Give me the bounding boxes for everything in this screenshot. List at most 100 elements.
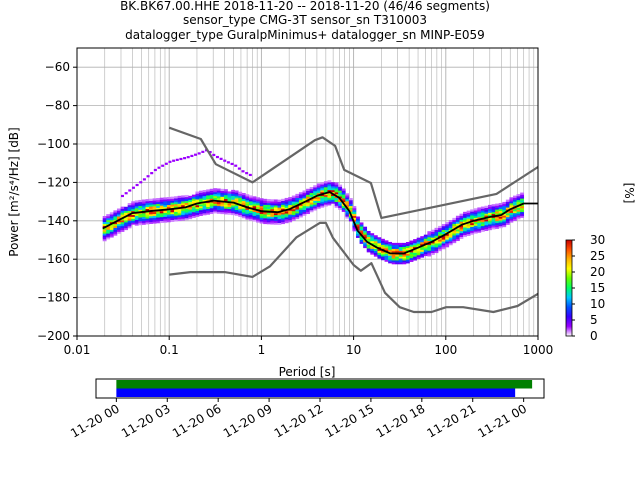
- heatmap-cell: [149, 206, 153, 209]
- heatmap-cell: [270, 212, 275, 215]
- heatmap-cell: [402, 254, 407, 257]
- heatmap-cell: [199, 194, 203, 197]
- heatmap-cell: [152, 202, 157, 205]
- heatmap-cell: [366, 234, 371, 238]
- heatmap-cell: [413, 258, 417, 261]
- heatmap-cell: [273, 222, 278, 225]
- heatmap-cell: [388, 245, 393, 248]
- heatmap-cell: [124, 216, 128, 219]
- timeline-tick-label: 11-20 18: [374, 401, 428, 440]
- heatmap-cell: [209, 206, 214, 209]
- heatmap-cell: [288, 197, 293, 200]
- heatmap-cell: [388, 243, 393, 247]
- heatmap-cell: [420, 253, 425, 256]
- heatmap-cell: [316, 187, 321, 190]
- heatmap-cell: [334, 197, 339, 201]
- heatmap-cell: [495, 217, 500, 220]
- heatmap-cell: [161, 164, 165, 167]
- heatmap-cell: [188, 199, 193, 202]
- heatmap-cell: [120, 225, 125, 229]
- heatmap-cell: [131, 216, 136, 219]
- heatmap-cell: [234, 209, 239, 212]
- heatmap-cell: [427, 235, 432, 238]
- heatmap-cell: [298, 196, 303, 199]
- heatmap-cell: [306, 194, 310, 197]
- heatmap-cell: [352, 217, 357, 220]
- heatmap-cell: [238, 197, 243, 200]
- heatmap-cell: [373, 239, 378, 242]
- heatmap-cell: [141, 212, 146, 216]
- colorbar: 0 5 10 15 20 25 30 [%]: [565, 183, 636, 343]
- heatmap-cell: [116, 210, 121, 213]
- heatmap-cell: [366, 250, 371, 253]
- heatmap-cell: [266, 214, 271, 217]
- heatmap-cell: [113, 214, 118, 217]
- heatmap-cell: [438, 243, 442, 246]
- heatmap-cell: [359, 228, 364, 231]
- heatmap-cell: [131, 214, 136, 217]
- heatmap-cell: [441, 239, 446, 242]
- heatmap-cell: [441, 247, 446, 250]
- heatmap-cell: [495, 226, 500, 229]
- heatmap-cell: [377, 239, 382, 242]
- heatmap-cell: [245, 215, 250, 218]
- heatmap-cell: [434, 247, 439, 250]
- heatmap-cell: [491, 217, 496, 220]
- heatmap-cell: [288, 212, 293, 215]
- heatmap-cell: [391, 250, 396, 253]
- heatmap-cell: [135, 183, 139, 187]
- heatmap-cell: [331, 182, 335, 185]
- heatmap-cell: [459, 225, 464, 228]
- heatmap-cell: [381, 254, 385, 257]
- heatmap-cell: [188, 216, 193, 220]
- heatmap-cell: [520, 196, 525, 199]
- heatmap-cell: [345, 200, 350, 204]
- heatmap-cell: [359, 235, 364, 239]
- heatmap-cell: [256, 218, 260, 221]
- heatmap-cell: [131, 218, 136, 221]
- heatmap-cell: [245, 203, 250, 207]
- heatmap-cell: [363, 245, 368, 249]
- heatmap-cell: [356, 235, 360, 238]
- heatmap-cell: [106, 217, 111, 221]
- heatmap-cell: [177, 199, 182, 202]
- heatmap-cell: [145, 220, 150, 223]
- heatmap-cell: [120, 221, 125, 225]
- heatmap-cell: [295, 211, 300, 214]
- heatmap-cell: [256, 206, 260, 210]
- heatmap-cell: [266, 218, 271, 221]
- heatmap-cell: [245, 200, 250, 203]
- heatmap-cell: [381, 246, 385, 249]
- heatmap-cell: [113, 231, 118, 234]
- heatmap-cell: [455, 236, 460, 240]
- heatmap-cell: [291, 216, 296, 219]
- heatmap-cell: [381, 242, 385, 245]
- heatmap-cell: [520, 215, 525, 218]
- colorbar-gradient: [565, 239, 573, 337]
- heatmap-cell: [302, 203, 307, 207]
- heatmap-cell: [124, 206, 128, 209]
- heatmap-cell: [188, 211, 193, 214]
- heatmap-cell: [441, 245, 446, 248]
- heatmap-cell: [138, 222, 143, 226]
- heatmap-cell: [209, 196, 214, 199]
- heatmap-cell: [127, 220, 132, 223]
- heatmap-cell: [209, 190, 214, 193]
- heatmap-cell: [166, 202, 171, 205]
- heatmap-cell: [206, 202, 211, 206]
- heatmap-cell: [331, 195, 335, 198]
- heatmap-cell: [166, 214, 171, 217]
- heatmap-cell: [273, 220, 278, 223]
- heatmap-cell: [124, 224, 128, 227]
- heatmap-cell: [199, 200, 203, 203]
- heatmap-cell: [338, 207, 343, 210]
- heatmap-cell: [263, 198, 268, 202]
- heatmap-cell: [438, 247, 442, 250]
- heatmap-cell: [174, 205, 178, 209]
- heatmap-cell: [116, 216, 121, 219]
- heatmap-cell: [370, 240, 375, 244]
- heatmap-cell: [520, 198, 525, 201]
- heatmap-cell: [166, 197, 171, 200]
- heatmap-cell: [316, 204, 321, 207]
- heatmap-cell: [138, 219, 143, 222]
